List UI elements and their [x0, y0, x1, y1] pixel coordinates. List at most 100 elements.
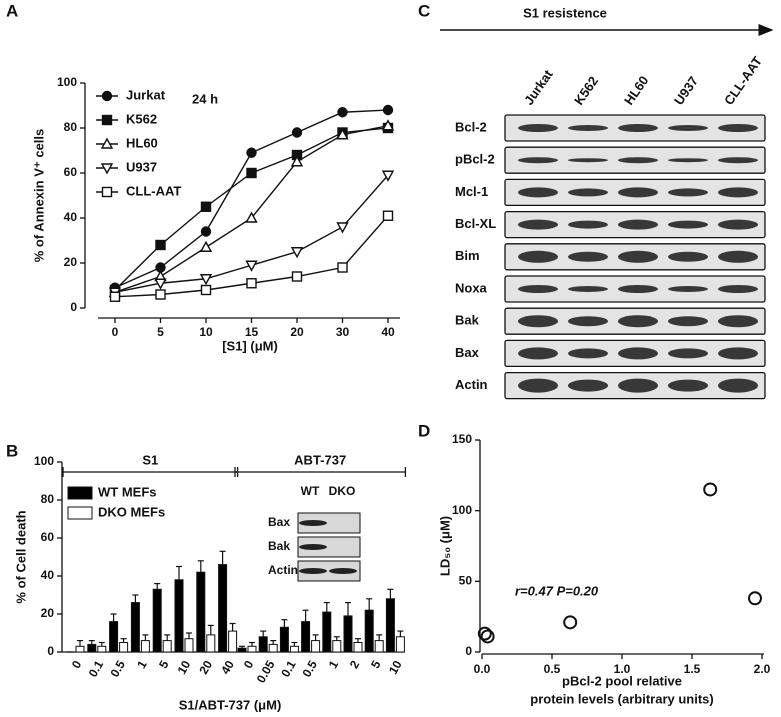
y-tick-label: 20 — [41, 606, 55, 620]
point — [563, 615, 578, 630]
x-tick-label: 0.1 — [86, 658, 107, 680]
bar — [152, 588, 162, 653]
blot-band — [568, 379, 608, 392]
bar — [247, 645, 257, 653]
x-tick-label: 10 — [386, 658, 405, 677]
blot-band — [668, 251, 708, 262]
marker — [199, 274, 213, 286]
bar — [75, 645, 85, 653]
y-tick-label: 100 — [452, 503, 472, 517]
x-tick-label: 0 — [241, 658, 257, 671]
blot-band — [618, 315, 658, 328]
blot-band — [518, 124, 558, 132]
y-tick-label: 60 — [41, 530, 55, 544]
blot-band — [299, 520, 327, 526]
y-tick-label: 0 — [465, 644, 472, 658]
blot-title: S1 resistence — [523, 5, 607, 20]
legend-label: K562 — [126, 111, 157, 126]
x-axis-label: pBcl-2 pool relative — [562, 673, 682, 688]
blot-band — [618, 250, 658, 263]
blot-band — [518, 250, 558, 263]
blot-band — [518, 378, 558, 393]
lane-label: Jurkat — [521, 67, 556, 108]
y-axis-label: % of Cell death — [13, 510, 28, 603]
y-tick-label: 40 — [64, 210, 78, 224]
marker — [246, 278, 257, 289]
blot-band — [518, 315, 558, 328]
blot-row: Bak — [268, 539, 290, 553]
bar — [343, 615, 353, 653]
x-tick-label: 2.0 — [754, 662, 771, 676]
bar — [374, 640, 384, 653]
annotation: r=0.47 P=0.20 — [515, 583, 599, 598]
x-tick-label: 30 — [336, 325, 350, 339]
blot-band — [718, 157, 758, 164]
x-tick-label: 5 — [157, 325, 164, 339]
blot-band — [618, 124, 658, 132]
blot-band — [718, 187, 758, 198]
blot-column: WT — [301, 484, 320, 498]
group-label: S1 — [142, 452, 158, 467]
bar — [322, 611, 332, 653]
x-tick-label: 1 — [134, 658, 150, 671]
x-tick-label: 1.5 — [684, 662, 701, 676]
group-label: ABT-737 — [294, 452, 346, 467]
blot-band — [718, 124, 758, 132]
blot-band — [668, 188, 708, 197]
y-axis-label: % of Annexin V⁺ cells — [31, 129, 46, 263]
marker — [200, 201, 212, 212]
blot-band — [618, 187, 658, 198]
x-axis-label: S1/ABT-737 (μM) — [179, 697, 282, 712]
blot-band — [568, 316, 608, 327]
blot-band — [618, 347, 658, 360]
blot-band — [618, 378, 658, 393]
marker — [336, 128, 349, 140]
legend-marker — [100, 137, 114, 149]
blot-band — [668, 220, 708, 229]
blot-band — [568, 158, 608, 163]
bar — [289, 645, 299, 653]
bar — [301, 621, 311, 653]
y-tick-label: 80 — [41, 492, 55, 506]
bar — [385, 598, 395, 653]
bar — [174, 579, 184, 653]
bar — [206, 634, 216, 653]
blot-row-label: Bcl-2 — [455, 119, 487, 134]
x-tick-label: 10 — [175, 658, 194, 677]
marker — [154, 278, 167, 290]
y-tick-label: 50 — [459, 574, 473, 588]
y-tick-label: 100 — [34, 454, 54, 468]
marker — [381, 119, 395, 131]
x-tick-label: 2 — [347, 658, 363, 671]
y-tick-label: 20 — [64, 255, 78, 269]
blot-band — [718, 219, 758, 230]
x-tick-label: 40 — [381, 325, 395, 339]
marker — [290, 155, 304, 167]
marker — [291, 127, 303, 138]
marker — [245, 260, 258, 272]
blot-band — [618, 157, 658, 164]
marker — [382, 210, 394, 221]
marker — [246, 147, 257, 158]
bar — [130, 602, 140, 653]
marker — [337, 107, 348, 118]
lane-label: CLL-AAT — [721, 54, 765, 108]
x-tick-label: 0.5 — [544, 662, 561, 676]
marker — [200, 284, 212, 296]
legend-label: U937 — [126, 159, 157, 174]
marker — [382, 104, 394, 116]
y-axis-label: LD₅₀ (μM) — [437, 516, 452, 576]
blot-column: DKO — [329, 484, 356, 498]
x-tick-label: 0 — [112, 325, 119, 339]
panel-label: D — [418, 421, 430, 440]
bar — [268, 643, 278, 653]
blot-band — [668, 379, 708, 392]
blot-band — [668, 286, 708, 292]
x-tick-label: 15 — [245, 325, 259, 339]
blot-band — [518, 187, 558, 198]
blot-row: Actin — [268, 563, 298, 577]
x-tick-label: 0.1 — [278, 658, 299, 680]
blot-band — [568, 220, 608, 229]
marker — [109, 291, 121, 302]
bar — [140, 640, 150, 653]
